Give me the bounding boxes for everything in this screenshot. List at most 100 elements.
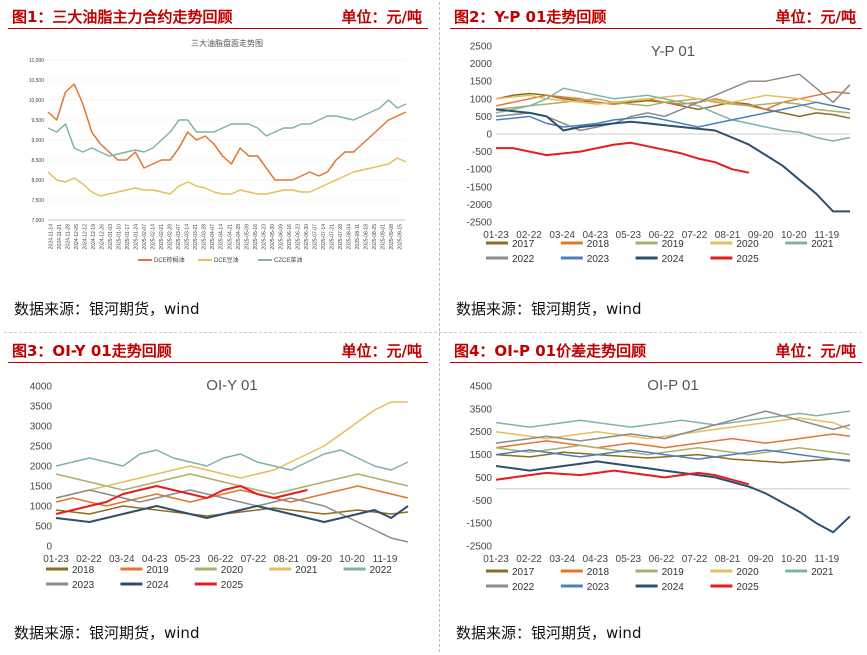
legend-label: 2017 bbox=[512, 567, 535, 578]
series-line-CZCE菜油 bbox=[47, 99, 407, 157]
x-tick-label: 11-19 bbox=[814, 230, 839, 241]
series-line-2019 bbox=[495, 98, 851, 114]
x-tick-label: 09-20 bbox=[748, 230, 774, 241]
legend-label: 2021 bbox=[811, 567, 834, 578]
y-tick-label: 1500 bbox=[470, 77, 493, 88]
panel-3-source: 数据来源：银河期货，wind bbox=[14, 624, 200, 642]
x-tick-label: 10-20 bbox=[339, 554, 365, 565]
x-tick-label: 07-22 bbox=[241, 554, 267, 565]
x-tick-label: 2025-07-07 bbox=[313, 224, 319, 250]
x-tick-label: 04-23 bbox=[142, 554, 168, 565]
y-tick-label: 10,000 bbox=[29, 98, 45, 104]
panel-4-unit: 单位：元/吨 bbox=[775, 342, 856, 360]
x-tick-label: 2024-11-28 bbox=[65, 224, 71, 249]
y-tick-label: 2000 bbox=[470, 59, 493, 70]
panel-4-title: 图4：OI-P 01价差走势回顾 bbox=[454, 342, 647, 360]
x-tick-label: 2025-06-16 bbox=[287, 224, 293, 250]
legend-label: 2025 bbox=[736, 582, 759, 593]
series-line-DCE棕榈油 bbox=[47, 83, 407, 181]
legend-label: 2020 bbox=[736, 567, 759, 578]
x-tick-label: 2025-05-16 bbox=[253, 224, 259, 250]
x-tick-label: 02-22 bbox=[516, 230, 542, 241]
x-tick-label: 10-20 bbox=[781, 554, 807, 565]
y-tick-label: -500 bbox=[472, 496, 492, 507]
series-line-2018 bbox=[495, 91, 851, 111]
legend-label: 2019 bbox=[662, 567, 685, 578]
panel-3: 图3：OI-Y 01走势回顾 单位：元/吨 OI-Y 01 0 500 1000 150… bbox=[8, 336, 428, 652]
x-tick-label: 05-23 bbox=[616, 230, 642, 241]
series-line-2023 bbox=[495, 101, 851, 128]
chart-2: Y-P 01 -2500 -2000 -1500 -1000 -500 0 500 1000 15… bbox=[466, 42, 851, 265]
x-tick-label: 2025-08-11 bbox=[355, 224, 361, 249]
chart-title: OI-Y 01 bbox=[206, 377, 257, 394]
legend-label: 2019 bbox=[146, 565, 169, 576]
legend-label: 2020 bbox=[736, 239, 759, 250]
horizontal-divider bbox=[4, 332, 862, 333]
series-line-2018 bbox=[495, 433, 851, 449]
chart-3: OI-Y 01 0 500 1000 1500 2000 2500 3000 3500 4000 0… bbox=[30, 377, 409, 591]
y-tick-label: 3000 bbox=[30, 422, 53, 433]
legend-label: 2024 bbox=[146, 580, 169, 591]
panel-4: 图4：OI-P 01价差走势回顾 单位：元/吨 OI-P 01 -2500 -150… bbox=[450, 336, 862, 652]
series-line-2022 bbox=[495, 73, 851, 132]
y-tick-label: 7,500 bbox=[31, 198, 44, 204]
x-tick-label: 07-22 bbox=[682, 230, 708, 241]
panel-2-title: 图2：Y-P 01走势回顾 bbox=[454, 8, 607, 26]
x-tick-label: 2025-08-25 bbox=[372, 224, 378, 250]
x-tick-label: 2025-05-23 bbox=[261, 224, 267, 250]
x-tick-label: 2025-08-04 bbox=[347, 224, 353, 250]
legend-label: 2021 bbox=[295, 565, 318, 576]
y-tick-label: 3500 bbox=[30, 402, 53, 413]
x-tick-label: 02-22 bbox=[516, 554, 542, 565]
panel-4-header: 图4：OI-P 01价差走势回顾 单位：元/吨 bbox=[450, 336, 862, 363]
series-line-2021 bbox=[55, 401, 408, 499]
series-line-2022 bbox=[55, 449, 409, 471]
x-tick-label: 2025-02-14 bbox=[151, 224, 157, 250]
legend-label: 2017 bbox=[512, 239, 535, 250]
y-tick-label: -1500 bbox=[466, 519, 492, 530]
x-tick-label: 2025-09-01 bbox=[381, 224, 387, 250]
x-tick-label: 2025-04-28 bbox=[236, 224, 242, 250]
y-tick-label: 1500 bbox=[470, 450, 493, 461]
x-tick-label: 01-23 bbox=[43, 554, 69, 565]
series-line-2024 bbox=[495, 460, 851, 534]
y-tick-label: 1000 bbox=[470, 94, 493, 105]
y-tick-label: 4500 bbox=[470, 382, 493, 393]
series-line-2020 bbox=[495, 94, 851, 111]
y-tick-label: 10,500 bbox=[29, 78, 45, 84]
x-tick-label: 03-24 bbox=[109, 554, 135, 565]
x-tick-label: 2024-12-05 bbox=[74, 224, 80, 250]
x-tick-label: 06-22 bbox=[649, 230, 675, 241]
y-tick-label: 3500 bbox=[470, 404, 493, 415]
x-tick-label: 2025-06-30 bbox=[304, 224, 310, 250]
x-tick-label: 06-22 bbox=[208, 554, 234, 565]
y-tick-label: -1500 bbox=[466, 182, 492, 193]
series-line-2021 bbox=[495, 410, 851, 428]
y-tick-label: 8,000 bbox=[31, 178, 44, 184]
x-tick-label: 2025-04-21 bbox=[227, 224, 233, 250]
panel-3-header: 图3：OI-Y 01走势回顾 单位：元/吨 bbox=[8, 336, 428, 363]
legend-label: 2022 bbox=[370, 565, 393, 576]
x-tick-label: 2024-11-14 bbox=[48, 224, 54, 249]
x-tick-label: 2025-01-24 bbox=[134, 224, 140, 250]
x-tick-label: 2025-07-21 bbox=[330, 224, 336, 250]
legend-label: 2020 bbox=[221, 565, 244, 576]
y-tick-label: 500 bbox=[35, 522, 52, 533]
series-line-2020 bbox=[55, 473, 409, 495]
panel-1: 图1：三大油脂主力合约走势回顾 单位：元/吨 三大油脂盘面走势图 7,000 7,5… bbox=[8, 2, 428, 328]
panel-3-unit: 单位：元/吨 bbox=[341, 342, 422, 360]
legend-label: DCE豆油 bbox=[214, 256, 239, 264]
x-tick-label: 2024-11-21 bbox=[57, 224, 63, 249]
chart-4: OI-P 01 -2500 -1500 -500 500 1500 2500 3500 4500… bbox=[466, 377, 851, 593]
x-tick-label: 03-24 bbox=[549, 230, 575, 241]
series-line-2019 bbox=[495, 444, 851, 456]
x-tick-label: 2025-07-28 bbox=[338, 224, 344, 250]
y-tick-label: 0 bbox=[486, 130, 492, 141]
x-tick-label: 05-23 bbox=[175, 554, 201, 565]
x-tick-label: 2024-12-12 bbox=[82, 224, 88, 250]
chart-1: 三大油脂盘面走势图 7,000 7,500 8,000 8,500 9,000 9,500 1… bbox=[29, 38, 407, 264]
y-tick-label: 2500 bbox=[470, 42, 493, 53]
x-tick-label: 2025-05-30 bbox=[270, 224, 276, 250]
legend-label: 2018 bbox=[72, 565, 95, 576]
legend-label: 2019 bbox=[662, 239, 685, 250]
